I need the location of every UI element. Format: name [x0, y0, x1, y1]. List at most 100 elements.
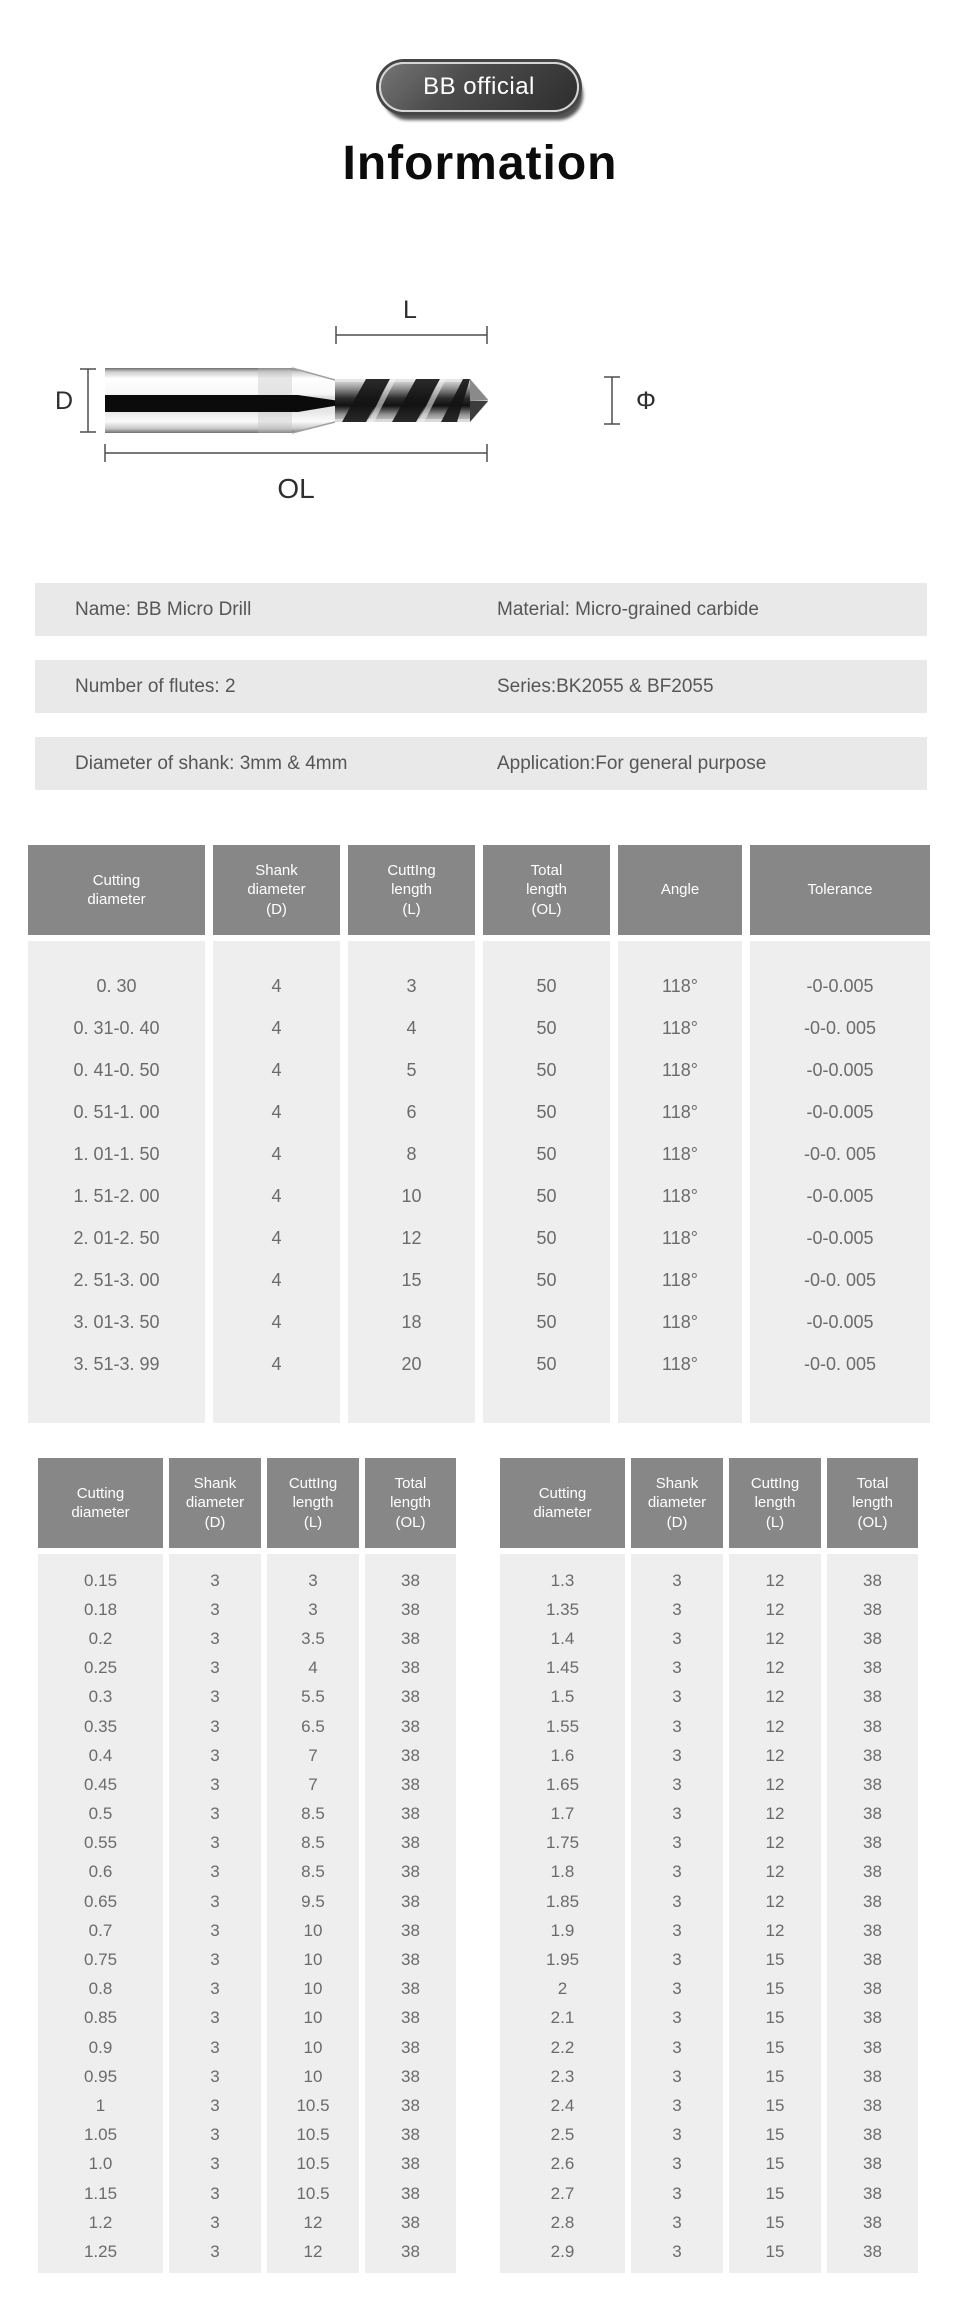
table-cell: 3 [210, 2095, 220, 2115]
table-cell: 0.15 [83, 1570, 118, 1590]
table-cell: 1.15 [83, 2183, 118, 2203]
table-cell: 38 [863, 1570, 882, 1590]
table-cell: 7 [308, 1745, 318, 1765]
table-cell: 38 [401, 2241, 420, 2261]
table-cell: 4 [271, 1353, 282, 1374]
table-cell: 3 [672, 1658, 682, 1678]
table-cell: 38 [401, 1833, 420, 1853]
table-cell: 0. 41-0. 50 [73, 1059, 160, 1080]
table-cell: 5 [406, 1059, 417, 1080]
table-cell: 12 [765, 1628, 785, 1648]
table-cell: 3 [308, 1599, 318, 1619]
table-cell: 0.95 [83, 2066, 118, 2086]
table-cell: 3 [210, 2125, 220, 2145]
table-cell: 3 [672, 1862, 682, 1882]
table-cell: 0. 31-0. 40 [73, 1017, 160, 1038]
table-cell: 12 [765, 1716, 785, 1736]
table-cell: 1.6 [550, 1745, 575, 1765]
table-cell: 0.45 [83, 1774, 118, 1794]
info-row-shank-application: Diameter of shank: 3mm & 4mm Application… [35, 737, 927, 790]
table-cell: 38 [401, 1774, 420, 1794]
table-cell: 38 [863, 2066, 882, 2086]
column-header: Tolerance [750, 845, 930, 935]
table-cell: 38 [401, 1979, 420, 1999]
table-cell: 38 [401, 1570, 420, 1590]
table-cell: 10 [303, 2037, 323, 2057]
table-cell: 2.3 [550, 2066, 575, 2086]
table-cell: 5.5 [301, 1687, 325, 1707]
table-cell: 0.35 [83, 1716, 118, 1736]
table-cell: 0.5 [88, 1804, 113, 1824]
table-cell: 38 [863, 1920, 882, 1940]
table-cell: 0.6 [88, 1862, 113, 1882]
table-cell: 15 [765, 2183, 785, 2203]
table-cell: 3 [210, 1716, 220, 1736]
info-name: Name: BB Micro Drill [75, 598, 252, 620]
spec-table-small-left-body: 0.15 0.18 0.2 0.25 0.3 0.35 0.4 0.45 0.5 0.55 0.6 0… [38, 1554, 456, 2273]
drill-illustration [105, 367, 488, 434]
table-cell: 3 [406, 975, 417, 996]
table-cell: 1.85 [545, 1891, 580, 1911]
table-cell: 18 [401, 1311, 422, 1332]
column-header: CuttIng length (L) [267, 1458, 359, 1548]
table-column: 38 38 38 38 38 38 38 38 38 38 38 38 38 38 38 38 38 38 38 38… [827, 1554, 918, 2273]
table-cell: 4 [271, 1185, 282, 1206]
table-cell: 3 [672, 2095, 682, 2115]
table-cell: 0.2 [88, 1628, 113, 1648]
table-cell: 2.6 [550, 2154, 575, 2174]
column-header: Total length (OL) [365, 1458, 456, 1548]
dim-label-phi: Φ [636, 387, 656, 415]
table-cell: 50 [536, 1269, 557, 1290]
table-cell: 1.8 [550, 1862, 575, 1882]
table-cell: 2.9 [550, 2241, 575, 2261]
table-cell: 118° [662, 1101, 698, 1122]
table-cell: 2. 01-2. 50 [73, 1227, 160, 1248]
table-column: 4 4 4 4 4 4 4 4 4 4 [213, 941, 340, 1423]
table-cell: 12 [765, 1658, 785, 1678]
table-cell: 3. 01-3. 50 [73, 1311, 160, 1332]
table-cell: 50 [536, 1017, 557, 1038]
table-cell: 50 [536, 1101, 557, 1122]
table-cell: 3 [210, 2154, 220, 2174]
table-cell: 10.5 [296, 2183, 330, 2203]
table-cell: 10 [401, 1185, 422, 1206]
table-column: 0. 30 0. 31-0. 40 0. 41-0. 50 0. 51-1. 00 1.… [28, 941, 205, 1423]
table-cell: 1.05 [83, 2125, 118, 2145]
table-cell: 12 [303, 2241, 323, 2261]
table-cell: 3 [210, 2008, 220, 2028]
table-column: 3 4 5 6 8 10 12 15 18 20 [348, 941, 475, 1423]
table-cell: 12 [303, 2212, 323, 2232]
table-cell: 38 [401, 1862, 420, 1882]
table-cell: 3.5 [301, 1628, 325, 1648]
table-cell: 38 [863, 1745, 882, 1765]
table-cell: 3 [210, 2183, 220, 2203]
table-cell: 118° [662, 1311, 698, 1332]
table-cell: 38 [863, 1804, 882, 1824]
table-cell: 3 [210, 1920, 220, 1940]
table-cell: 12 [765, 1862, 785, 1882]
table-cell: 38 [863, 1979, 882, 1999]
info-series: Series:BK2055 & BF2055 [497, 675, 714, 697]
table-cell: 1.7 [550, 1804, 575, 1824]
spec-table-main-body: 0. 30 0. 31-0. 40 0. 41-0. 50 0. 51-1. 00 1.… [28, 941, 930, 1423]
table-cell: 12 [765, 1833, 785, 1853]
column-header: Cutting diameter [38, 1458, 163, 1548]
table-cell: 0. 30 [96, 975, 137, 996]
column-header: Total length (OL) [827, 1458, 918, 1548]
table-cell: 10 [303, 2008, 323, 2028]
table-cell: 0.9 [88, 2037, 113, 2057]
table-cell: 2. 51-3. 00 [73, 1269, 160, 1290]
table-cell: 3 [672, 2125, 682, 2145]
table-cell: 38 [401, 1658, 420, 1678]
table-cell: 118° [662, 1269, 698, 1290]
table-cell: 38 [863, 1891, 882, 1911]
table-cell: -0-0.005 [806, 1185, 874, 1206]
table-cell: 4 [271, 1269, 282, 1290]
table-cell: 3 [672, 2066, 682, 2086]
table-cell: 1.9 [550, 1920, 575, 1940]
table-cell: 0.75 [83, 1950, 118, 1970]
table-cell: 0. 51-1. 00 [73, 1101, 160, 1122]
spec-table-small-right: Cutting diameter Shank diameter (D) CuttIn… [500, 1458, 918, 2273]
table-cell: 6.5 [301, 1716, 325, 1736]
table-cell: 38 [401, 2154, 420, 2174]
